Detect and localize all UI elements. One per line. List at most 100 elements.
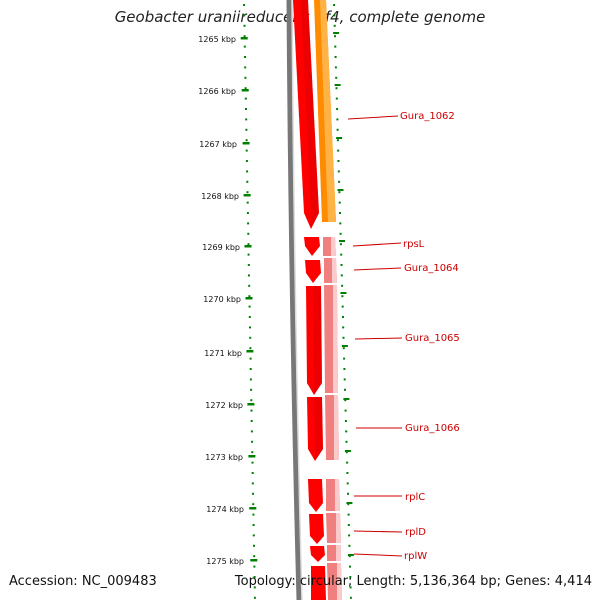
right-track-tick [349,596,352,599]
axis-minor-tick [247,253,250,256]
topology-label: Topology: circular; Length: 5,136,364 bp… [234,574,592,589]
right-track-tick [334,56,337,58]
axis-minor-tick [245,139,248,142]
gene-arrow-gura-1062 [293,0,319,229]
axis-minor-tick [248,295,251,298]
axis-minor-tick [249,357,252,360]
gene-arrow-next [311,566,326,600]
right-track-tick [340,253,343,256]
leader-line [353,553,403,557]
axis-major-tick [242,142,250,145]
axis-label: 1271 kbp [204,349,242,358]
right-track-tick [349,576,352,578]
axis-minor-tick [253,565,256,568]
right-track-tick [338,191,341,194]
right-track-tick [334,66,337,69]
axis-label: 1273 kbp [205,453,243,462]
axis-minor-tick [245,149,248,152]
right-track-major-tick [334,84,341,86]
axis-minor-tick [245,160,248,162]
gene-label: rplD [405,527,426,538]
leader-line [347,115,399,120]
right-track-major-tick [344,450,351,452]
gene-label: rplC [405,492,425,503]
leader-line [354,337,403,340]
axis-minor-tick [245,118,248,121]
axis-minor-tick [249,347,252,350]
gene-arrow-gura-1064 [305,260,321,283]
axis-minor-tick [243,35,246,38]
axis-minor-tick [247,222,250,225]
right-track-tick [342,326,345,329]
right-track-tick [343,368,346,370]
right-track-major-tick [337,189,344,191]
axis-minor-tick [244,76,247,79]
axis-label: 1267 kbp [199,140,237,149]
right-track-tick [333,4,336,6]
right-track-tick [344,399,347,402]
leader-line [352,242,402,247]
right-track-tick [335,87,338,90]
right-track-tick [345,430,348,433]
right-track-tick [349,565,351,568]
axis-label: 1272 kbp [205,401,243,410]
right-track-major-tick [346,502,353,504]
axis-minor-tick [244,87,247,90]
axis-minor-tick [253,544,255,547]
axis-minor-tick [250,430,253,433]
axis-minor-tick [246,212,249,214]
right-track-tick [333,24,336,27]
right-track-tick [345,451,348,454]
axis-major-tick [246,350,254,353]
gene-arrow-rplc [308,479,323,512]
gene-label: rplW [404,551,427,562]
axis-minor-tick [249,378,252,381]
right-track-tick [342,336,345,339]
gene-arrows [293,0,326,600]
right-track-tick [336,118,339,121]
gene-label: Gura_1065 [405,333,460,344]
axis-major-ticks [240,37,258,562]
axis-minor-tick [252,503,255,506]
axis-minor-tick [247,264,250,266]
right-track-tick [334,45,337,48]
axis-minor-tick [251,451,254,454]
axis-label: 1269 kbp [202,243,240,252]
right-track-tick [346,482,349,485]
axis-minor-tick [244,97,247,100]
gene-gura-1062-orange-shade [320,0,336,222]
axis-minor-tick [251,461,254,464]
axis-minor-tick [249,336,252,339]
gene-label-leaders [347,115,403,557]
axis-major-tick [247,403,255,406]
axis-major-tick [245,297,253,300]
gene-arrow-rplw [310,546,325,562]
right-track-tick [342,347,345,350]
axis-minor-tick [251,440,254,443]
right-track-tick [347,492,349,495]
right-track-tick [347,513,350,516]
right-track-tick [336,128,339,131]
right-track-tick [348,544,351,547]
right-track-major-tick [333,32,340,34]
axis-minor-ticks [243,4,256,599]
axis-major-tick [250,559,258,562]
axis-minor-tick [252,524,255,526]
right-track-tick [337,149,340,152]
gene-labels: Gura_1062 rpsL Gura_1064 Gura_1065 Gura_… [400,111,460,562]
gene-arrow-gura-1066 [307,397,323,461]
genome-backbone [286,0,302,600]
right-track-major-tick [340,292,347,294]
axis-major-tick [240,37,248,40]
axis-minor-tick [246,191,249,194]
right-track-tick [342,316,344,318]
right-track-tick [339,212,341,214]
axis-major-tick [243,194,251,197]
axis-minor-tick [247,243,250,246]
right-track-tick [335,76,338,79]
axis-minor-tick [251,482,254,485]
axis-minor-tick [248,305,251,308]
right-track-major-tick [339,240,345,242]
right-track-tick [341,305,344,308]
right-track-tick [339,222,342,225]
